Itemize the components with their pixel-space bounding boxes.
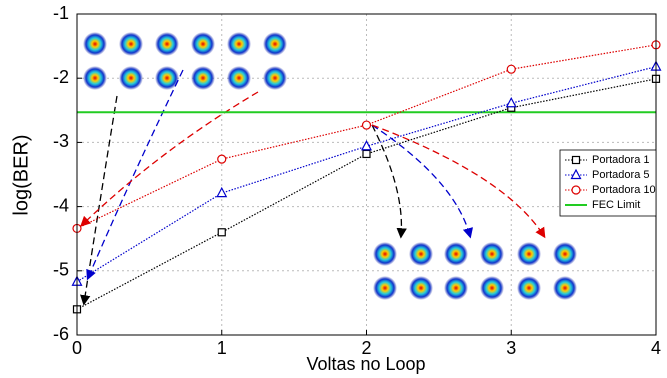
legend-label: Portadora 5 xyxy=(592,169,649,181)
marker xyxy=(218,229,225,236)
constellation-point xyxy=(480,276,504,300)
constellation-point xyxy=(155,32,179,56)
y-tick-label: -1 xyxy=(53,3,69,23)
constellation-point xyxy=(409,242,433,266)
x-tick-label: 3 xyxy=(506,338,516,358)
arrow xyxy=(372,125,401,236)
y-axis-label: log(BER) xyxy=(10,134,32,215)
constellation-point xyxy=(373,276,397,300)
legend-marker xyxy=(573,157,580,164)
legend-label: Portadora 1 xyxy=(592,154,649,166)
constellation-point xyxy=(227,32,251,56)
y-tick-label: -5 xyxy=(53,260,69,280)
constellation-point xyxy=(553,276,577,300)
y-tick-label: -3 xyxy=(53,131,69,151)
constellation-point xyxy=(83,66,107,90)
constellation-point xyxy=(119,32,143,56)
arrow xyxy=(372,125,544,236)
constellation-point xyxy=(83,32,107,56)
legend: Portadora 1 Portadora 5 Portadora 10 FEC Li… xyxy=(560,150,656,216)
marker xyxy=(507,98,516,107)
constellations xyxy=(82,32,577,303)
constellation-point xyxy=(373,242,397,266)
constellation-point xyxy=(191,66,215,90)
constellation-point xyxy=(444,276,468,300)
y-tick-label: -4 xyxy=(53,195,69,215)
constellation-point xyxy=(119,66,143,90)
page: {"chart_data": {"type": "line", "x_label… xyxy=(0,0,667,378)
marker xyxy=(507,65,515,73)
constellation-point xyxy=(263,32,287,56)
constellation-point xyxy=(480,242,504,266)
legend-label: Portadora 10 xyxy=(592,184,656,196)
x-tick-label: 4 xyxy=(651,338,661,358)
constellation-point xyxy=(227,66,251,90)
marker xyxy=(218,155,226,163)
legend-label: FEC Limit xyxy=(592,199,640,211)
y-tick-label: -2 xyxy=(53,67,69,87)
constellation-point xyxy=(409,276,433,300)
x-tick-label: 0 xyxy=(72,338,82,358)
legend-marker xyxy=(572,186,580,194)
arrow xyxy=(88,70,183,278)
arrow xyxy=(84,96,117,303)
y-tick-label: -6 xyxy=(53,324,69,344)
constellation-point xyxy=(444,242,468,266)
marker xyxy=(217,188,226,197)
chart: 01234-6-5-4-3-2-1 Voltas no Loop log(BER… xyxy=(0,0,667,378)
constellation-point xyxy=(191,32,215,56)
constellation-point xyxy=(263,66,287,90)
x-tick-label: 1 xyxy=(217,338,227,358)
constellation-point xyxy=(517,242,541,266)
constellation-point xyxy=(517,276,541,300)
marker xyxy=(363,150,370,157)
arrow xyxy=(372,125,470,236)
x-axis-label: Voltas no Loop xyxy=(306,354,425,374)
constellation-point xyxy=(553,242,577,266)
marker xyxy=(363,121,371,129)
